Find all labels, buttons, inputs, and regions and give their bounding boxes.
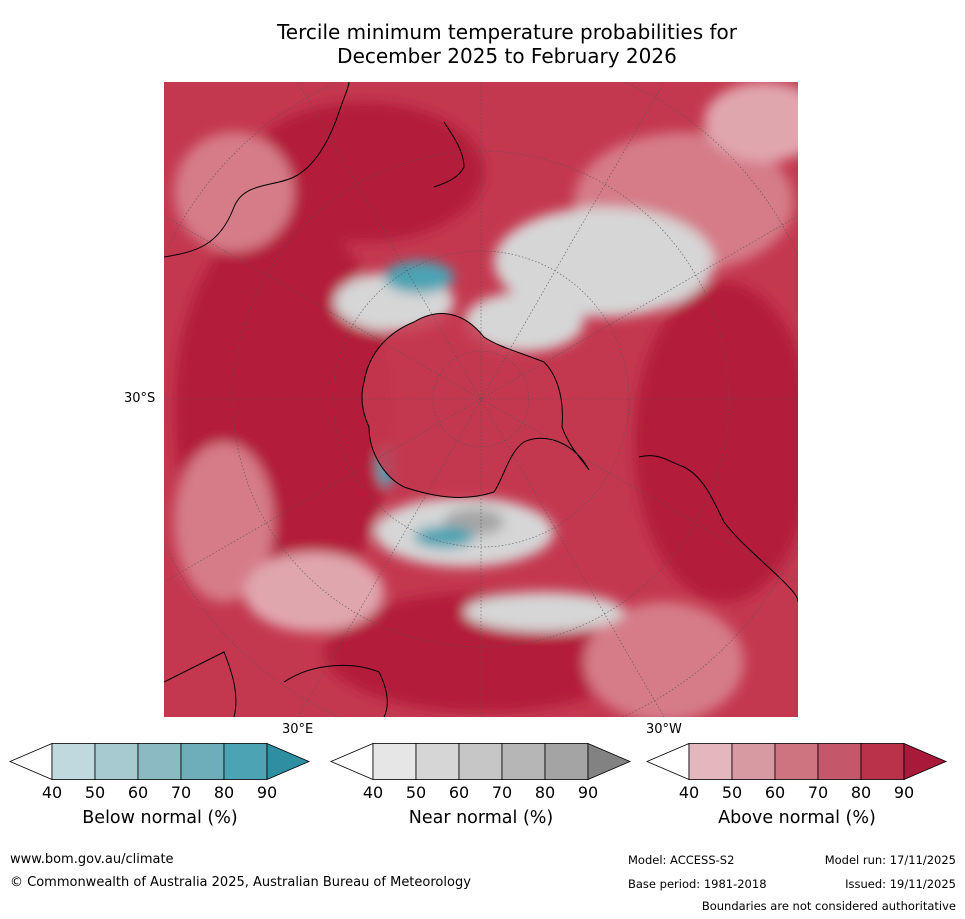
map-canvas [164, 82, 798, 717]
tick-above-40: 40 [678, 783, 700, 802]
colorbar-above-extend-high [903, 742, 948, 781]
tick-below-60: 60 [127, 783, 149, 802]
africa-coastline [164, 651, 237, 717]
colorbar-near-swatch-80 [544, 743, 589, 780]
tick-above-80: 80 [850, 783, 872, 802]
below-normal-patch-north [384, 261, 454, 293]
above-50-patch-corner [704, 82, 798, 162]
map-title: Tercile minimum temperature probabilitie… [164, 20, 850, 68]
colorbar-near-swatch-70 [501, 743, 546, 780]
above-90-region-east [634, 282, 798, 602]
colorbar-near-extend-low [329, 742, 374, 781]
colorbar-below-extend-high [266, 742, 311, 781]
above-60-patch-w [174, 442, 274, 602]
tick-below-80: 80 [213, 783, 235, 802]
tick-above-50: 50 [721, 783, 743, 802]
colorbar-near-swatch-40 [372, 743, 417, 780]
tick-below-50: 50 [84, 783, 106, 802]
colorbar-below-extend-low [8, 742, 53, 781]
tick-near-90: 90 [577, 783, 599, 802]
colorbar-below-swatch-50 [94, 743, 139, 780]
footer-copyright: © Commonwealth of Australia 2025, Austra… [10, 875, 471, 890]
colorbar-above-swatch-70 [817, 743, 862, 780]
above-60-patch-nw [174, 132, 294, 252]
south-america-coastline [638, 455, 798, 603]
australia-coastline [164, 82, 350, 258]
antarctica-landmass [361, 313, 589, 498]
colorbar-below-label: Below normal (%) [82, 808, 238, 828]
latitude-label-30s: 30°S [124, 391, 156, 406]
antarctica-coastline [361, 313, 590, 498]
colorbar-above-label: Above normal (%) [718, 808, 876, 828]
colorbar-near-label: Near normal (%) [408, 808, 554, 828]
colorbar-above-swatch-50 [731, 743, 776, 780]
below-normal-patch-south [414, 526, 474, 548]
footer-disclaimer: Boundaries are not considered authoritat… [701, 899, 956, 913]
colorbar-above-ticks: 40 50 60 70 80 90 [647, 783, 947, 802]
colorbar-near-extend-high [587, 742, 632, 781]
colorbar-near-normal [329, 742, 632, 781]
colorbar-near-swatch-60 [458, 743, 503, 780]
colorbar-below-swatch-80 [223, 743, 268, 780]
tick-near-70: 70 [491, 783, 513, 802]
graticule [164, 82, 798, 717]
title-line-1: Tercile minimum temperature probabilitie… [276, 20, 738, 44]
colorbar-above-normal [645, 742, 948, 781]
tick-above-60: 60 [764, 783, 786, 802]
tick-near-80: 80 [534, 783, 556, 802]
madagascar-coastline [283, 665, 388, 717]
meridian-diag-3 [164, 215, 798, 583]
footer-url: www.bom.gov.au/climate [10, 852, 174, 867]
tick-above-90: 90 [893, 783, 915, 802]
meridian-diag-4 [164, 215, 798, 583]
colorbar-below-swatch-70 [180, 743, 225, 780]
colorbar-below-swatch-60 [137, 743, 182, 780]
title-line-2: December 2025 to February 2026 [337, 44, 677, 68]
colorbar-above-swatch-40 [688, 743, 733, 780]
footer-base-period: Base period: 1981-2018 [628, 877, 767, 891]
colorbar-below-swatch-40 [51, 743, 96, 780]
colorbar-below-normal [8, 742, 311, 781]
probability-map [164, 82, 798, 717]
colorbar-near-swatches [329, 742, 632, 781]
probability-field [174, 82, 798, 717]
colorbar-above-extend-low [645, 742, 690, 781]
new-zealand-coastline [433, 121, 465, 188]
colorbar-above-swatches [645, 742, 948, 781]
footer-issued: Issued: 19/11/2025 [845, 877, 956, 891]
tick-near-60: 60 [448, 783, 470, 802]
colorbar-above-swatch-80 [860, 743, 905, 780]
colorbar-below-swatches [8, 742, 311, 781]
above-60-patch-se [584, 602, 744, 717]
near-normal-region-north [494, 207, 714, 317]
tick-near-50: 50 [405, 783, 427, 802]
colorbar-above-swatch-60 [774, 743, 819, 780]
longitude-label-30e: 30°E [282, 722, 314, 737]
colorbar-near-swatch-50 [415, 743, 460, 780]
near-normal-region-centre [464, 292, 584, 352]
tick-below-40: 40 [41, 783, 63, 802]
near-normal-region-south-2 [464, 592, 624, 632]
tick-above-70: 70 [807, 783, 829, 802]
above-90-region-north [244, 102, 484, 242]
colorbar-below-ticks: 40 50 60 70 80 90 [10, 783, 310, 802]
colorbar-near-ticks: 40 50 60 70 80 90 [331, 783, 631, 802]
tick-below-70: 70 [170, 783, 192, 802]
above-50-patch-sw [244, 552, 384, 632]
footer-model: Model: ACCESS-S2 [628, 853, 735, 867]
tick-below-90: 90 [256, 783, 278, 802]
tick-near-40: 40 [362, 783, 384, 802]
longitude-label-30w: 30°W [646, 722, 682, 737]
footer-model-run: Model run: 17/11/2025 [824, 853, 956, 867]
